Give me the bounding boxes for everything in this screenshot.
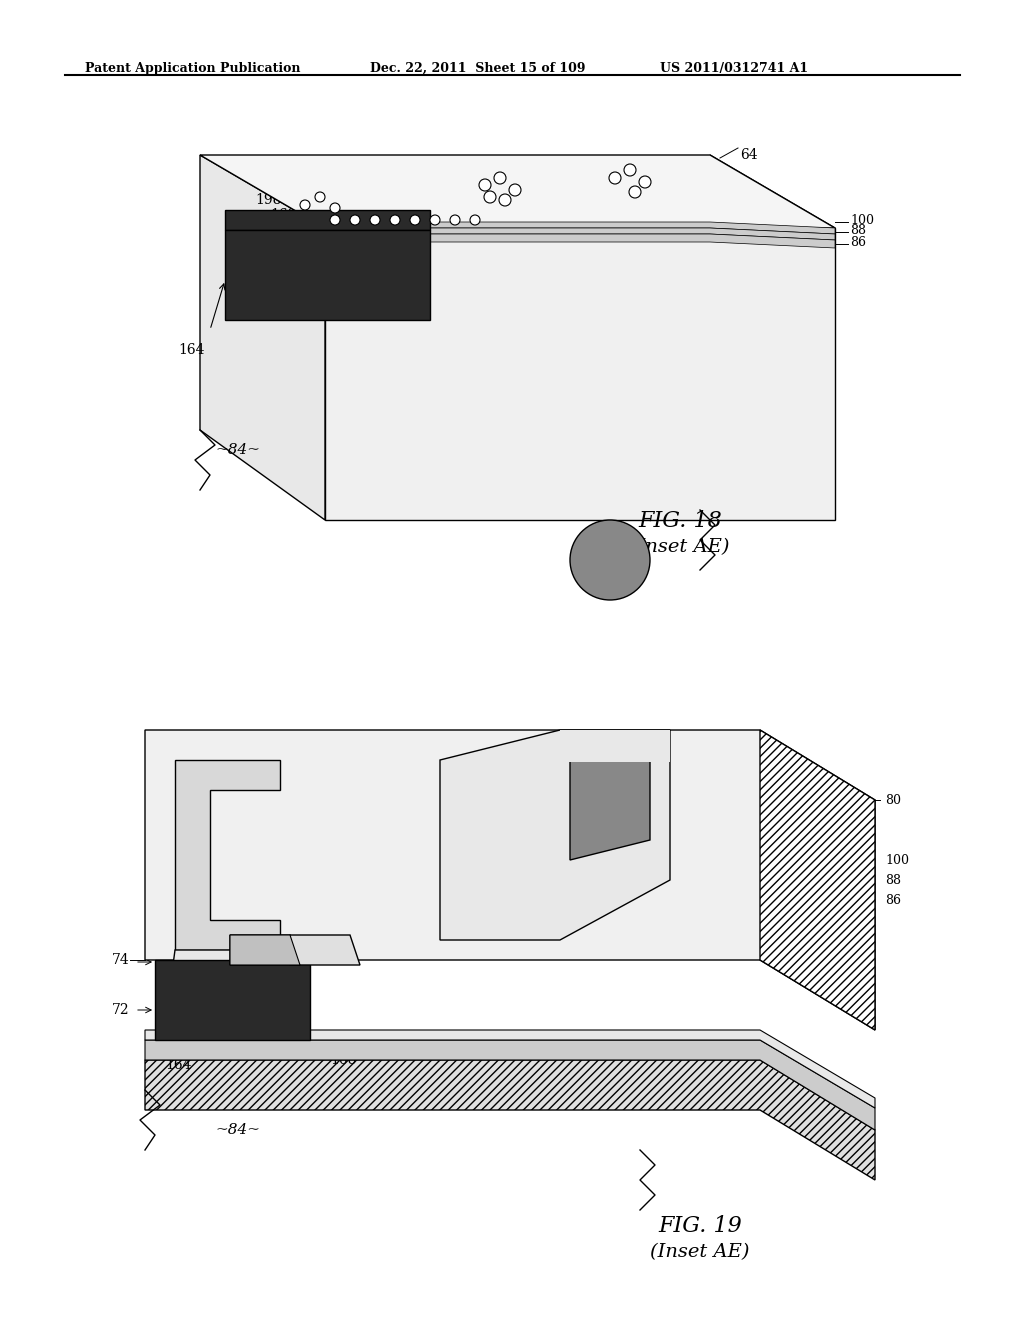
Text: FIG. 18: FIG. 18 bbox=[638, 510, 722, 532]
Circle shape bbox=[484, 191, 496, 203]
Polygon shape bbox=[290, 935, 360, 965]
Polygon shape bbox=[165, 950, 290, 1026]
Circle shape bbox=[629, 186, 641, 198]
Circle shape bbox=[609, 172, 621, 183]
Text: ~84~: ~84~ bbox=[215, 444, 260, 457]
Polygon shape bbox=[145, 730, 874, 1030]
Circle shape bbox=[479, 180, 490, 191]
Text: Patent Application Publication: Patent Application Publication bbox=[85, 62, 300, 75]
Text: 92: 92 bbox=[595, 162, 612, 176]
Circle shape bbox=[330, 203, 340, 213]
Polygon shape bbox=[325, 228, 835, 520]
Polygon shape bbox=[230, 935, 300, 965]
Text: 96: 96 bbox=[468, 172, 485, 186]
Circle shape bbox=[315, 191, 325, 202]
Text: 94: 94 bbox=[530, 730, 548, 744]
Circle shape bbox=[499, 194, 511, 206]
Text: 198: 198 bbox=[255, 193, 282, 207]
Text: 88: 88 bbox=[850, 223, 866, 236]
Text: US 2011/0312741 A1: US 2011/0312741 A1 bbox=[660, 62, 808, 75]
Circle shape bbox=[390, 215, 400, 224]
Circle shape bbox=[639, 176, 651, 187]
Polygon shape bbox=[200, 154, 325, 520]
Circle shape bbox=[410, 215, 420, 224]
Polygon shape bbox=[760, 730, 874, 1030]
Polygon shape bbox=[710, 154, 835, 520]
Polygon shape bbox=[175, 760, 280, 950]
Polygon shape bbox=[319, 234, 835, 248]
Polygon shape bbox=[560, 730, 670, 762]
Polygon shape bbox=[145, 1040, 874, 1130]
Text: 88: 88 bbox=[885, 874, 901, 887]
Text: 92: 92 bbox=[640, 738, 657, 752]
Polygon shape bbox=[145, 1030, 874, 1107]
Text: 80: 80 bbox=[885, 793, 901, 807]
Text: ~84~: ~84~ bbox=[215, 1123, 260, 1137]
Text: 74: 74 bbox=[112, 953, 130, 968]
Text: 64: 64 bbox=[740, 148, 758, 162]
Circle shape bbox=[370, 215, 380, 224]
Circle shape bbox=[624, 164, 636, 176]
Text: 86: 86 bbox=[885, 894, 901, 907]
Polygon shape bbox=[225, 210, 430, 230]
Circle shape bbox=[330, 215, 340, 224]
Text: 168: 168 bbox=[330, 1053, 356, 1067]
Text: 94: 94 bbox=[260, 748, 278, 762]
Polygon shape bbox=[230, 935, 300, 965]
Text: FIG. 19: FIG. 19 bbox=[658, 1214, 741, 1237]
Circle shape bbox=[450, 215, 460, 224]
Circle shape bbox=[300, 201, 310, 210]
Text: 164: 164 bbox=[178, 343, 205, 356]
Text: 96: 96 bbox=[420, 803, 437, 817]
Circle shape bbox=[470, 215, 480, 224]
Polygon shape bbox=[145, 1060, 874, 1180]
Polygon shape bbox=[319, 228, 835, 240]
Circle shape bbox=[509, 183, 521, 195]
Text: 72: 72 bbox=[112, 1003, 130, 1016]
Text: 164: 164 bbox=[165, 1059, 191, 1072]
Text: 100: 100 bbox=[850, 214, 874, 227]
Text: 168: 168 bbox=[270, 209, 296, 222]
Text: 86: 86 bbox=[850, 235, 866, 248]
Text: (Inset AE): (Inset AE) bbox=[650, 1243, 750, 1261]
Polygon shape bbox=[200, 154, 835, 228]
Polygon shape bbox=[440, 730, 670, 940]
Circle shape bbox=[430, 215, 440, 224]
Text: Dec. 22, 2011  Sheet 15 of 109: Dec. 22, 2011 Sheet 15 of 109 bbox=[370, 62, 586, 75]
Circle shape bbox=[350, 215, 360, 224]
Circle shape bbox=[494, 172, 506, 183]
Polygon shape bbox=[319, 222, 835, 234]
Polygon shape bbox=[155, 960, 310, 1040]
Text: 100: 100 bbox=[885, 854, 909, 866]
Polygon shape bbox=[225, 230, 430, 319]
Text: (Inset AE): (Inset AE) bbox=[630, 539, 730, 556]
Circle shape bbox=[570, 520, 650, 601]
Polygon shape bbox=[570, 760, 650, 861]
